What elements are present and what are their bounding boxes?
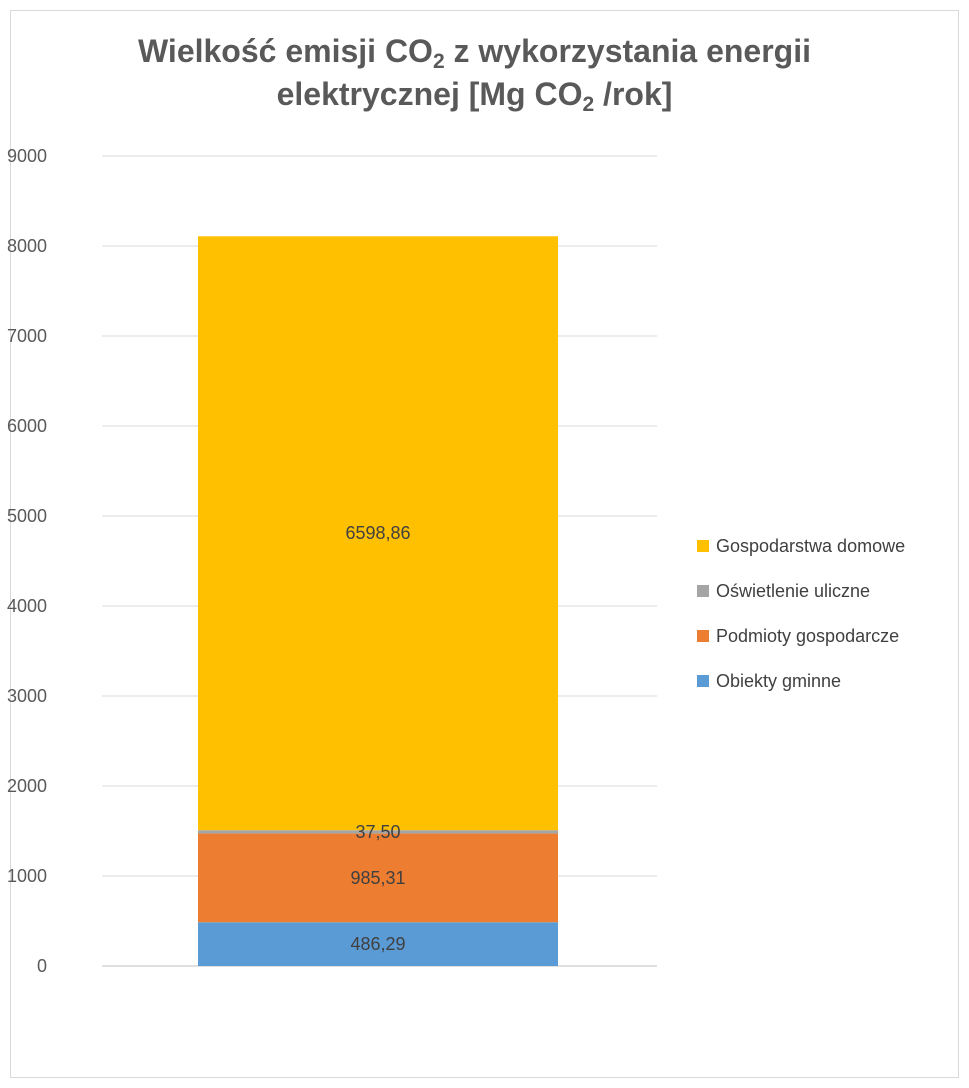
title-text-part: elektrycznej [Mg CO — [276, 76, 583, 113]
y-tick-label: 5000 — [7, 506, 47, 526]
title-subscript: 2 — [432, 50, 445, 73]
bar-segment-podmioty-gospodarcze[interactable] — [198, 833, 558, 923]
title-subscript: 2 — [582, 93, 595, 117]
y-tick-label: 0 — [37, 956, 47, 976]
data-label: 985,31 — [350, 868, 405, 888]
y-tick-label: 4000 — [7, 596, 47, 616]
legend-swatch — [697, 675, 709, 687]
chart-title-line-2: elektrycznej [Mg CO2 /rok] — [0, 73, 949, 116]
data-label: 486,29 — [350, 934, 405, 954]
bar-segment-obiekty-gminne[interactable] — [198, 922, 558, 966]
legend-swatch — [697, 630, 709, 642]
y-tick-label: 7000 — [7, 326, 47, 346]
bar-segment-gospodarstwa-domowe[interactable] — [198, 236, 558, 831]
legend-swatch — [697, 585, 709, 597]
bar-stack — [198, 236, 558, 966]
data-label: 37,50 — [355, 822, 400, 842]
legend-label: Gospodarstwa domowe — [716, 536, 905, 556]
chart-title: Wielkość emisji CO2 z wykorzystania ener… — [0, 30, 949, 116]
y-tick-label: 1000 — [7, 866, 47, 886]
y-tick-label: 8000 — [7, 236, 47, 256]
y-tick-label: 6000 — [7, 416, 47, 436]
title-text-part: /rok] — [594, 76, 673, 113]
legend-label: Obiekty gminne — [716, 671, 841, 691]
y-tick-label: 9000 — [7, 146, 47, 166]
bar-segment-o-wietlenie-uliczne[interactable] — [198, 830, 558, 834]
data-label: 6598,86 — [345, 523, 410, 543]
y-axis: 0 1000 2000 3000 4000 5000 6000 7000 8000 9000 — [7, 146, 47, 976]
title-text-part: Wielkość emisji CO — [138, 33, 433, 69]
y-tick-label: 3000 — [7, 686, 47, 706]
legend-swatch — [697, 540, 709, 552]
data-labels: 486,29 985,31 37,50 6598,86 — [345, 523, 410, 954]
y-tick-label: 2000 — [7, 776, 47, 796]
legend-label: Oświetlenie uliczne — [716, 581, 870, 601]
title-text-part: z wykorzystania energii — [444, 33, 811, 69]
legend: Gospodarstwa domowe Oświetlenie uliczne Po… — [697, 536, 905, 691]
legend-label: Podmioty gospodarcze — [716, 626, 899, 646]
chart-title-line-1: Wielkość emisji CO2 z wykorzystania ener… — [0, 30, 949, 73]
